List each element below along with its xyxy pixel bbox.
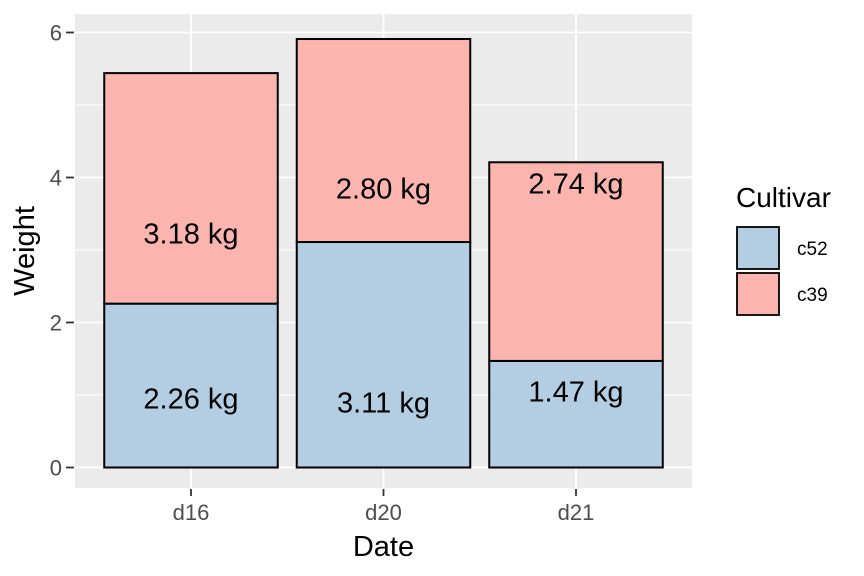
- y-tick-label-4: 4: [50, 166, 62, 191]
- bar-value-label-d16-c39: 3.18 kg: [143, 218, 238, 250]
- bar-segment-d20-c52: [295, 241, 472, 469]
- bar-segment-d20-c39: [295, 38, 472, 244]
- bar-value-label-d21-c52: 1.47 kg: [528, 376, 623, 408]
- x-tick-label-d16: d16: [173, 500, 210, 525]
- x-tick-label-d21: d21: [558, 500, 595, 525]
- y-tick-label-0: 0: [50, 456, 62, 481]
- bar-value-label-d21-c39: 2.74 kg: [528, 168, 623, 200]
- x-tick-label-d20: d20: [365, 500, 402, 525]
- x-axis-title: Date: [353, 531, 414, 563]
- bar-labels-group: 2.26 kg 3.11 kg 1.47 kg 3.18 kg 2.80 kg 2.74 …: [143, 168, 623, 419]
- bar-value-label-d16-c52: 2.26 kg: [143, 384, 238, 416]
- legend-key-c52: [736, 226, 780, 270]
- y-tick-label-6: 6: [50, 21, 62, 46]
- bar-value-label-d20-c52: 3.11 kg: [337, 387, 430, 419]
- legend-label-c39: c39: [797, 285, 828, 306]
- y-tick-label-2: 2: [50, 311, 62, 336]
- legend-title: Cultivar: [736, 182, 831, 213]
- legend-key-c39: [736, 272, 780, 316]
- bar-value-label-d20-c39: 2.80 kg: [336, 173, 431, 205]
- y-axis-title: Weight: [9, 206, 41, 296]
- bar-segment-d16-c52: [103, 302, 279, 469]
- legend: Cultivar c52 c39: [736, 182, 831, 316]
- bar-segment-d21-c52: [488, 359, 664, 469]
- axis-ticks-group: 0 2 4 6 d16 d20 d21: [50, 21, 595, 526]
- bars-group: [103, 38, 664, 469]
- legend-label-c52: c52: [797, 239, 828, 260]
- bar-segment-d16-c39: [103, 72, 279, 305]
- bar-segment-d21-c39: [488, 161, 664, 362]
